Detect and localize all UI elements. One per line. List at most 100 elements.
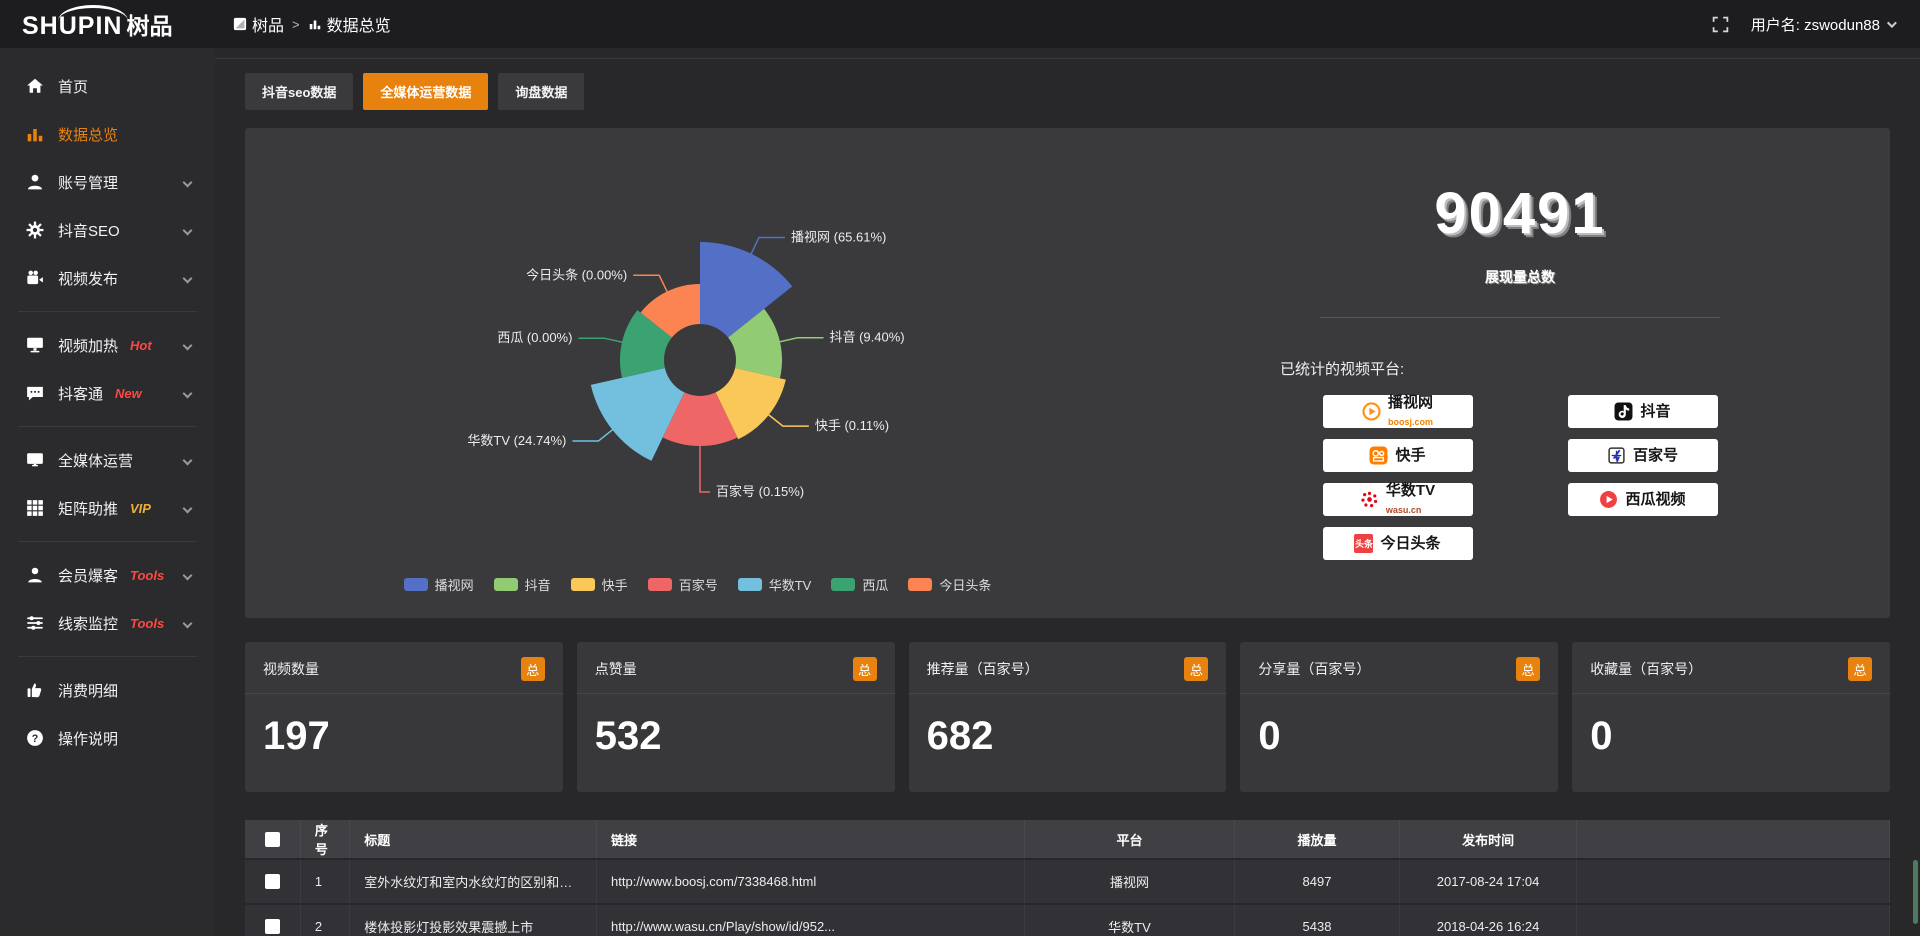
videos-table: 序号 标题 链接 平台 播放量 发布时间 1 室外水纹灯和室内水纹灯的区别和简介… bbox=[245, 818, 1890, 936]
bar-chart-icon bbox=[309, 20, 320, 30]
stat-value: 197 bbox=[263, 714, 330, 758]
pie-slice-今日头条[interactable] bbox=[640, 284, 700, 338]
stat-title: 推荐量（百家号） bbox=[926, 661, 1039, 677]
pie-label-leader bbox=[777, 336, 824, 343]
platform-badge-baijiahao: 百家号 bbox=[1567, 439, 1718, 472]
cell-publish-time: 2018-04-26 16:24 bbox=[1399, 905, 1578, 936]
username-label: 用户名: zswodun88 bbox=[1750, 16, 1880, 34]
pie-slice-西瓜[interactable] bbox=[620, 310, 672, 378]
legend-item-西瓜[interactable]: 西瓜 bbox=[831, 575, 888, 594]
breadcrumb-root-label: 树品 bbox=[252, 18, 285, 35]
new-badge: New bbox=[115, 385, 142, 401]
sidebar-item-label: 抖音SEO bbox=[58, 222, 120, 240]
vip-badge: VIP bbox=[130, 500, 151, 516]
pie-label-leader bbox=[572, 427, 615, 442]
stat-card-shares: 分享量（百家号） 总 0 bbox=[1240, 642, 1559, 792]
sidebar-item-douyin-seo[interactable]: 抖音SEO bbox=[0, 206, 215, 254]
screen-icon bbox=[26, 451, 44, 469]
sidebar-item-video-publish[interactable]: 视频发布 bbox=[0, 254, 215, 302]
platforms-label: 已统计的视频平台: bbox=[1280, 361, 1405, 378]
rose-chart: 播视网 (65.61%) 抖音 (9.40%) 快手 (0.11%) 百家号 (0.1… bbox=[467, 229, 904, 499]
stat-title: 分享量（百家号） bbox=[1258, 661, 1371, 677]
table-row: 1 室外水纹灯和室内水纹灯的区别和简介 http://www.boosj.com… bbox=[245, 860, 1890, 903]
legend-swatch bbox=[647, 578, 672, 591]
legend-label: 百家号 bbox=[678, 578, 718, 593]
chevron-down-icon bbox=[182, 388, 193, 398]
legend-swatch bbox=[403, 578, 428, 591]
tab-inquiry-data[interactable]: 询盘数据 bbox=[498, 73, 585, 110]
cell-title-link[interactable]: 室外水纹灯和室内水纹灯的区别和简介 bbox=[350, 860, 598, 903]
sidebar-item-data-overview[interactable]: 数据总览 bbox=[0, 110, 215, 158]
sidebar-item-home[interactable]: 首页 bbox=[0, 62, 215, 110]
vertical-scrollbar[interactable] bbox=[1913, 860, 1918, 924]
sidebar-item-label: 抖客通 bbox=[58, 385, 104, 403]
legend-swatch bbox=[737, 578, 762, 591]
tools-badge: Tools bbox=[130, 615, 165, 631]
sidebar-item-spend-detail[interactable]: 消费明细 bbox=[0, 666, 215, 714]
shupin-icon bbox=[233, 17, 247, 31]
kuaishou-logo-icon bbox=[1369, 446, 1388, 465]
row-checkbox[interactable] bbox=[264, 919, 280, 934]
select-all-checkbox[interactable] bbox=[264, 831, 280, 847]
cell-url-link[interactable]: http://www.wasu.cn/Play/show/id/952... bbox=[597, 905, 1025, 936]
pie-slice-抖音[interactable] bbox=[728, 308, 782, 379]
rose-chart-area: 播视网 (65.61%) 抖音 (9.40%) 快手 (0.11%) 百家号 (0.1… bbox=[245, 128, 1150, 618]
sidebar-item-label: 视频加热 bbox=[58, 337, 119, 355]
pie-slice-百家号[interactable] bbox=[662, 392, 738, 447]
legend-swatch bbox=[831, 578, 856, 591]
pie-label-leader bbox=[749, 236, 786, 256]
sidebar-divider bbox=[18, 656, 197, 657]
platform-badge-douyin: 抖音 bbox=[1567, 395, 1718, 428]
cell-url-link[interactable]: http://www.boosj.com/7338468.html bbox=[597, 860, 1025, 903]
platform-grid: 播视网 boosj.com 抖音 快手 百家号 bbox=[1280, 394, 1760, 560]
question-circle-icon: ? bbox=[26, 729, 44, 747]
fullscreen-icon[interactable] bbox=[1712, 16, 1729, 33]
legend-item-抖音[interactable]: 抖音 bbox=[493, 575, 551, 594]
legend-item-今日头条[interactable]: 今日头条 bbox=[908, 575, 991, 594]
chevron-down-icon bbox=[182, 570, 193, 580]
legend-item-播视网[interactable]: 播视网 bbox=[403, 575, 474, 594]
legend-item-快手[interactable]: 快手 bbox=[570, 575, 628, 594]
total-impressions-label: 展现量总数 bbox=[1485, 269, 1555, 285]
stat-value: 0 bbox=[1590, 714, 1613, 758]
tab-douyin-seo-data[interactable]: 抖音seo数据 bbox=[245, 73, 354, 110]
stat-value: 682 bbox=[926, 714, 994, 758]
legend-item-华数TV[interactable]: 华数TV bbox=[737, 575, 811, 594]
pie-slice-播视网[interactable] bbox=[700, 242, 793, 338]
chevron-down-icon bbox=[182, 503, 193, 513]
cell-platform: 华数TV bbox=[1024, 905, 1236, 936]
sidebar-item-doketong[interactable]: 抖客通 New bbox=[0, 369, 215, 417]
pie-label-leader bbox=[633, 274, 669, 294]
sidebar-item-label: 线索监控 bbox=[58, 615, 119, 633]
sidebar-item-omni-media[interactable]: 全媒体运营 bbox=[0, 436, 215, 484]
sidebar-item-video-heat[interactable]: 视频加热 Hot bbox=[0, 321, 215, 369]
xigua-logo-icon bbox=[1599, 490, 1618, 509]
sidebar-item-label: 数据总览 bbox=[58, 126, 119, 144]
pie-label: 播视网 (65.61%) bbox=[791, 229, 886, 244]
pie-label-leader bbox=[578, 337, 625, 344]
pie-slice-快手[interactable] bbox=[715, 368, 786, 440]
breadcrumb-root[interactable]: 树品 bbox=[233, 12, 284, 36]
breadcrumb-current[interactable]: 数据总览 bbox=[308, 12, 391, 36]
monitor-icon bbox=[26, 336, 44, 354]
pie-label-leader bbox=[699, 444, 710, 493]
sidebar-item-account[interactable]: 账号管理 bbox=[0, 158, 215, 206]
legend-item-百家号[interactable]: 百家号 bbox=[647, 575, 718, 594]
sidebar-item-clue-monitor[interactable]: 线索监控 Tools bbox=[0, 599, 215, 647]
row-checkbox[interactable] bbox=[264, 874, 280, 889]
tab-omni-media-data[interactable]: 全媒体运营数据 bbox=[363, 73, 489, 110]
chart-legend: 播视网 抖音 快手 百家号 华数TV 西瓜 今日头条 bbox=[245, 575, 1150, 594]
sidebar-item-help[interactable]: ? 操作说明 bbox=[0, 714, 215, 762]
sidebar-item-member-burst[interactable]: 会员爆客 Tools bbox=[0, 551, 215, 599]
sidebar-item-matrix-boost[interactable]: 矩阵助推 VIP bbox=[0, 484, 215, 532]
stat-card-likes: 点赞量 总 532 bbox=[576, 642, 895, 792]
platform-name: 抖音 bbox=[1640, 402, 1671, 420]
cell-title-link[interactable]: 楼体投影灯投影效果震撼上市 bbox=[350, 905, 598, 936]
legend-swatch bbox=[908, 578, 933, 591]
sidebar-item-label: 首页 bbox=[58, 78, 89, 96]
col-header-link: 链接 bbox=[597, 820, 1025, 858]
user-menu[interactable]: 用户名: zswodun88 bbox=[1750, 14, 1897, 35]
pie-slice-华数TV[interactable] bbox=[590, 368, 685, 461]
chevron-down-icon bbox=[182, 273, 193, 283]
summary-divider bbox=[1320, 317, 1720, 318]
